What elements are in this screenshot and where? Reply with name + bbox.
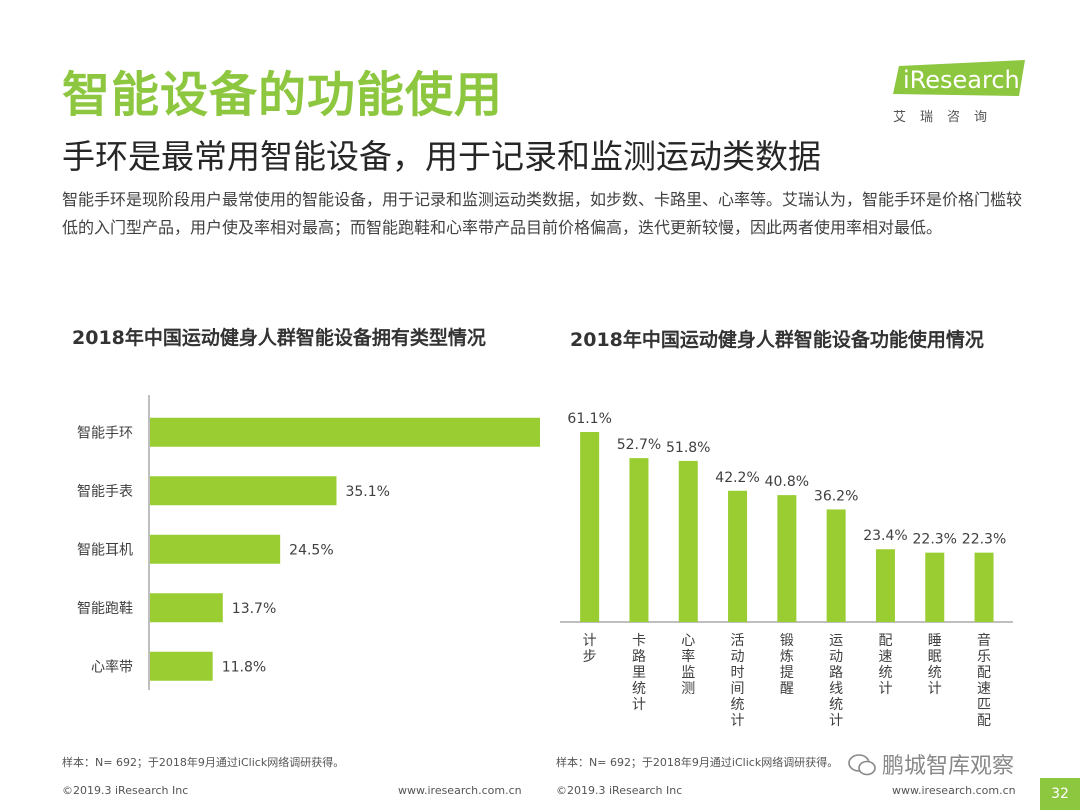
bar-4 xyxy=(150,651,213,681)
left-bar-chart: 智能手环75.6%智能手表35.1%智能耳机24.5%智能跑鞋13.7%心率带1… xyxy=(77,395,540,690)
logo-text: iResearch xyxy=(903,66,1020,94)
value-label-4: 40.8% xyxy=(765,474,809,490)
page-title: 智能设备的功能使用 xyxy=(62,67,504,123)
logo-banner xyxy=(893,60,1025,96)
category-label-2: 心率监测 xyxy=(681,633,695,697)
value-label-3: 42.2% xyxy=(715,470,759,486)
bar-0 xyxy=(150,417,540,447)
footer-copyright-right: ©2019.3 iResearch Inc xyxy=(556,784,683,797)
bar-2 xyxy=(678,460,698,622)
bar-4 xyxy=(777,495,797,622)
page-number: 32 xyxy=(1040,778,1080,810)
category-label-6: 配速统计 xyxy=(878,633,892,697)
category-label-0: 智能手环 xyxy=(77,425,133,441)
right-bar-chart: 61.1% 计步 52.7% 卡路里统计 51.8% 心率监测 42.2% 活动时间统计 40.… xyxy=(560,411,1013,729)
bar-3 xyxy=(150,593,223,623)
category-label-2: 智能耳机 xyxy=(77,542,133,558)
bar-5 xyxy=(826,509,846,622)
footer-copyright-left: ©2019.3 iResearch Inc xyxy=(62,784,189,797)
category-label-7: 睡眠统计 xyxy=(928,633,942,697)
bar-1 xyxy=(629,458,649,622)
body-paragraph: 智能手环是现阶段用户最常使用的智能设备，用于记录和监测运动类数据，如步数、卡路里… xyxy=(62,190,1023,237)
value-label-8: 22.3% xyxy=(962,532,1006,548)
category-label-8: 音乐配速匹配 xyxy=(977,632,991,729)
footer-url-left: www.iresearch.com.cn xyxy=(398,784,522,797)
category-label-0: 计步 xyxy=(583,633,597,665)
watermark: 鹏城智库观察 xyxy=(848,748,1014,780)
value-label-2: 24.5% xyxy=(289,542,333,558)
value-label-5: 36.2% xyxy=(814,488,858,504)
iresearch-logo: iResearch xyxy=(893,60,1025,96)
bar-8 xyxy=(974,552,994,622)
watermark-text: 鹏城智库观察 xyxy=(882,754,1015,779)
value-label-2: 51.8% xyxy=(666,440,710,456)
value-label-3: 13.7% xyxy=(232,601,276,617)
value-label-0: 61.1% xyxy=(567,411,611,427)
category-label-3: 智能跑鞋 xyxy=(77,601,133,617)
right-chart-title: 2018年中国运动健身人群智能设备功能使用情况 xyxy=(570,329,984,351)
value-label-1: 52.7% xyxy=(617,437,661,453)
wechat-icon xyxy=(848,754,876,776)
page-subtitle: 手环是最常用智能设备，用于记录和监测运动类数据 xyxy=(62,137,821,176)
category-label-3: 活动时间统计 xyxy=(731,633,745,729)
bar-1 xyxy=(150,476,337,506)
value-label-6: 23.4% xyxy=(863,528,907,544)
left-chart-note: 样本：N= 692；于2018年9月通过iClick网络调研获得。 xyxy=(62,756,345,769)
category-label-4: 锻炼提醒 xyxy=(780,633,794,697)
bar-3 xyxy=(728,490,748,622)
bar-2 xyxy=(150,534,281,564)
value-label-4: 11.8% xyxy=(222,659,266,675)
category-label-1: 智能手表 xyxy=(77,484,133,500)
bar-0 xyxy=(580,432,600,622)
bar-7 xyxy=(925,552,945,622)
category-label-1: 卡路里统计 xyxy=(632,633,646,713)
value-label-7: 22.3% xyxy=(913,532,957,548)
bar-6 xyxy=(875,549,895,622)
logo-cn-text: 艾瑞咨询 xyxy=(893,110,1002,125)
left-chart-title: 2018年中国运动健身人群智能设备拥有类型情况 xyxy=(72,327,486,349)
right-chart-note: 样本：N= 692；于2018年9月通过iClick网络调研获得。 xyxy=(556,756,839,769)
footer-url-right: www.iresearch.com.cn xyxy=(892,784,1016,797)
value-label-1: 35.1% xyxy=(345,484,389,500)
category-label-5: 运动路线统计 xyxy=(829,633,843,729)
category-label-4: 心率带 xyxy=(91,658,133,675)
